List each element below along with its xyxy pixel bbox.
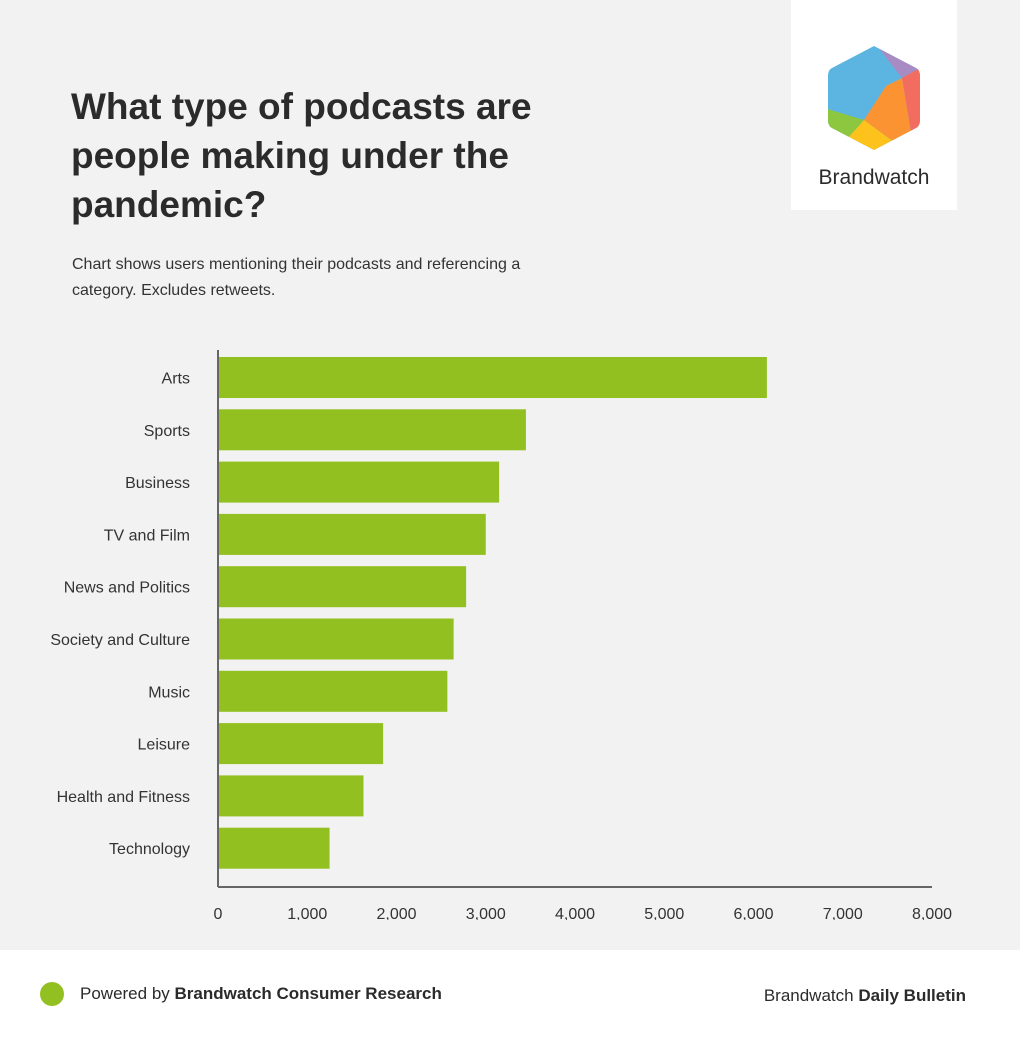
x-tick-label: 3,000 (466, 906, 506, 920)
category-label: Health and Fitness (57, 789, 190, 806)
x-tick-label: 6,000 (733, 906, 773, 920)
category-label: TV and Film (104, 527, 190, 544)
x-tick-label: 0 (214, 906, 223, 920)
category-label: Business (125, 475, 190, 492)
bar (218, 618, 454, 660)
brand-logo-text: Brandwatch (818, 166, 930, 189)
bar (218, 357, 767, 398)
bar (218, 723, 384, 765)
category-label: Music (148, 684, 190, 701)
bar (218, 513, 486, 555)
bar (218, 566, 467, 608)
bar (218, 670, 448, 712)
x-tick-label: 4,000 (555, 906, 595, 920)
x-tick-label: 1,000 (287, 906, 327, 920)
x-tick-label: 2,000 (376, 906, 416, 920)
page-title: What type of podcasts are people making … (71, 86, 532, 225)
daily-bulletin-text: Brandwatch Daily Bulletin (764, 986, 966, 1006)
page-subtitle: Chart shows users mentioning their podca… (72, 256, 521, 299)
category-label: Leisure (138, 737, 191, 754)
x-tick-label: 8,000 (912, 906, 952, 920)
powered-dot-icon (40, 982, 64, 1006)
bar (218, 827, 330, 869)
powered-by-text: Powered by Brandwatch Consumer Research (80, 984, 442, 1004)
category-label: Sports (144, 423, 190, 440)
brand-logo-card: Brandwatch (791, 0, 957, 210)
category-label: Arts (162, 371, 190, 388)
category-label: News and Politics (64, 580, 190, 597)
bulletin-bold: Daily Bulletin (858, 986, 966, 1005)
x-tick-label: 7,000 (823, 906, 863, 920)
bar (218, 461, 500, 503)
x-tick-label: 5,000 (644, 906, 684, 920)
infographic: What type of podcasts are people making … (50, 0, 957, 920)
bar-chart: Arts Sports Business TV and Film News and Po… (50, 350, 952, 920)
category-label: Technology (109, 841, 190, 858)
category-label: Society and Culture (50, 632, 190, 649)
footer: Powered by Brandwatch Consumer Research … (0, 950, 1020, 1038)
bar (218, 775, 364, 817)
powered-prefix: Powered by (80, 984, 175, 1003)
brandwatch-hexagon-icon (828, 46, 920, 150)
powered-brand: Brandwatch Consumer Research (174, 984, 442, 1003)
bar (218, 409, 526, 451)
bulletin-prefix: Brandwatch (763, 986, 859, 1005)
